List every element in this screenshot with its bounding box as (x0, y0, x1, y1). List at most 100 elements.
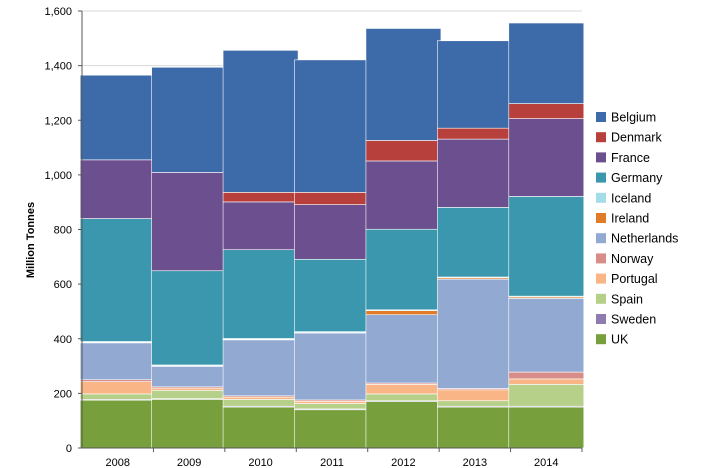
bar-portugal-2011 (294, 400, 370, 404)
bar-uk-2012 (365, 401, 442, 449)
bar-denmark-2011 (294, 192, 370, 205)
bar-germany-2008 (79, 218, 156, 342)
y-tick-label: 1,000 (44, 170, 72, 182)
x-tick-label: 2011 (320, 457, 344, 468)
y-tick-label: 200 (54, 388, 72, 400)
bar-germany-2011 (294, 258, 370, 332)
bar-portugal-2008 (79, 381, 156, 395)
legend-label-uk: UK (611, 333, 629, 347)
bar-france-2009 (151, 172, 227, 272)
bar-germany-2010 (222, 249, 299, 339)
bar-uk-2008 (79, 399, 156, 449)
legend-swatch-france (596, 152, 606, 163)
legend: Belgium Denmark France Germany Iceland Irelan… (596, 111, 678, 347)
bar-spain-2009 (151, 390, 227, 399)
bar-france-2008 (79, 159, 156, 219)
legend-label-denmark: Denmark (611, 131, 662, 145)
y-tick-label: 1,400 (44, 61, 72, 73)
x-tick-label: 2012 (391, 457, 415, 468)
y-tick-label: 1,600 (44, 6, 72, 18)
bar-ireland-2012 (365, 310, 442, 316)
bar-netherlands-2011 (294, 332, 370, 401)
x-tick-label: 2013 (463, 457, 487, 468)
legend-label-spain: Spain (611, 292, 643, 306)
tick-labels: 0 200 400 600 800 1,000 1,200 1,400 1,600 2008 200… (44, 6, 583, 468)
bar-uk-2009 (151, 399, 227, 449)
bar-portugal-2009 (151, 387, 227, 391)
bar-spain-2010 (222, 399, 299, 407)
bar-spain-2013 (437, 400, 513, 407)
bar-uk-2013 (437, 406, 513, 449)
bar-germany-2013 (437, 207, 513, 278)
bar-portugal-2013 (437, 389, 513, 402)
legend-label-ireland: Ireland (611, 212, 649, 226)
bar-germany-2014 (508, 196, 585, 297)
legend-swatch-portugal (596, 273, 606, 284)
bar-denmark-2013 (437, 127, 513, 140)
y-tick-label: 1,200 (44, 115, 72, 127)
legend-label-iceland: Iceland (611, 191, 651, 205)
bar-netherlands-2010 (222, 339, 299, 397)
bar-france-2010 (222, 201, 299, 251)
bar-spain-2008 (79, 393, 156, 400)
bar-belgium-2009 (151, 66, 227, 173)
legend-label-portugal: Portugal (611, 272, 658, 286)
bar-belgium-2010 (222, 50, 299, 193)
legend-swatch-belgium (596, 112, 606, 122)
y-axis-title: Million Tonnes (25, 202, 37, 278)
bar-portugal-2014 (508, 378, 585, 385)
bar-norway-2014 (508, 371, 585, 380)
y-tick-label: 600 (54, 279, 72, 291)
x-tick-label: 2010 (248, 457, 272, 468)
bar-belgium-2011 (294, 59, 370, 193)
bar-spain-2012 (365, 393, 442, 402)
bar-france-2013 (437, 138, 513, 208)
x-tick-label: 2008 (105, 457, 129, 468)
bar-netherlands-2014 (508, 298, 585, 373)
legend-swatch-sweden (596, 314, 606, 324)
legend-swatch-denmark (596, 132, 606, 143)
bar-germany-2012 (365, 228, 442, 311)
bar-portugal-2010 (222, 396, 299, 400)
legend-label-sweden: Sweden (611, 313, 656, 327)
legend-label-germany: Germany (611, 171, 663, 185)
bar-belgium-2013 (437, 40, 513, 129)
bar-denmark-2014 (508, 103, 585, 119)
bar-uk-2010 (222, 406, 299, 449)
legend-swatch-germany (596, 172, 606, 183)
bar-portugal-2012 (365, 384, 442, 395)
x-tick-label: 2009 (177, 457, 201, 468)
bars (79, 22, 585, 449)
legend-label-norway: Norway (611, 252, 654, 266)
bar-uk-2011 (294, 409, 370, 449)
bar-spain-2011 (294, 403, 370, 410)
legend-label-netherlands: Netherlands (611, 232, 678, 246)
bar-belgium-2012 (365, 28, 442, 141)
bar-belgium-2014 (508, 22, 585, 104)
legend-swatch-uk (596, 334, 606, 345)
legend-label-france: France (611, 151, 650, 165)
x-tick-label: 2014 (534, 457, 558, 468)
bar-france-2012 (365, 160, 442, 230)
legend-swatch-netherlands (596, 233, 606, 244)
bar-belgium-2008 (79, 74, 156, 161)
legend-label-belgium: Belgium (611, 111, 656, 125)
bar-france-2014 (508, 118, 585, 197)
bar-netherlands-2012 (365, 314, 442, 384)
legend-swatch-ireland (596, 213, 606, 223)
bar-netherlands-2013 (437, 278, 513, 389)
y-tick-label: 0 (66, 443, 72, 455)
bar-germany-2009 (151, 270, 227, 366)
y-tick-label: 800 (54, 225, 72, 237)
bar-netherlands-2008 (79, 342, 156, 381)
bar-netherlands-2009 (151, 366, 227, 388)
legend-swatch-norway (596, 253, 606, 264)
bar-denmark-2010 (222, 192, 299, 203)
bar-spain-2014 (508, 384, 585, 407)
legend-swatch-iceland (596, 192, 606, 203)
y-tick-label: 400 (54, 334, 72, 346)
legend-swatch-spain (596, 293, 606, 304)
bar-uk-2014 (508, 406, 585, 449)
bar-france-2011 (294, 204, 370, 260)
